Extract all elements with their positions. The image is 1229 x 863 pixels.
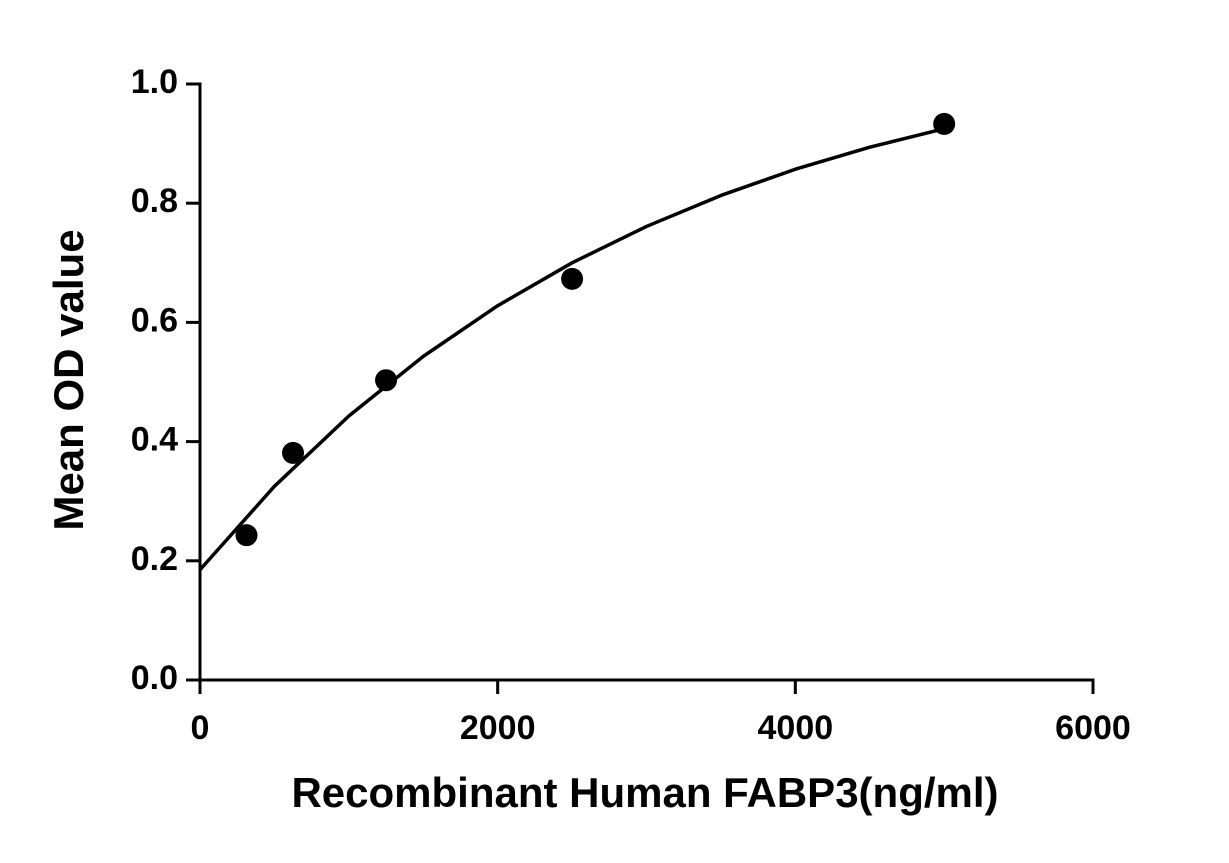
y-tick-label: 0.4 [131, 421, 178, 459]
y-tick-label: 0.2 [131, 540, 178, 578]
y-tick-label: 1.0 [131, 63, 178, 101]
data-point [235, 524, 258, 547]
data-point [375, 369, 398, 392]
x-tick-label: 0 [191, 709, 210, 747]
x-axis-label: Recombinant Human FABP3(ng/ml) [291, 769, 998, 816]
x-tick-label: 2000 [460, 709, 536, 747]
y-tick-label: 0.8 [131, 182, 178, 220]
x-tick-label: 6000 [1055, 709, 1131, 747]
y-tick-label: 0.6 [131, 301, 178, 339]
data-point [561, 267, 584, 290]
x-tick-label: 4000 [758, 709, 834, 747]
y-axis-label: Mean OD value [45, 229, 92, 530]
y-tick-label: 0.0 [131, 659, 178, 697]
data-point [282, 441, 305, 464]
fit-curve [198, 127, 945, 571]
